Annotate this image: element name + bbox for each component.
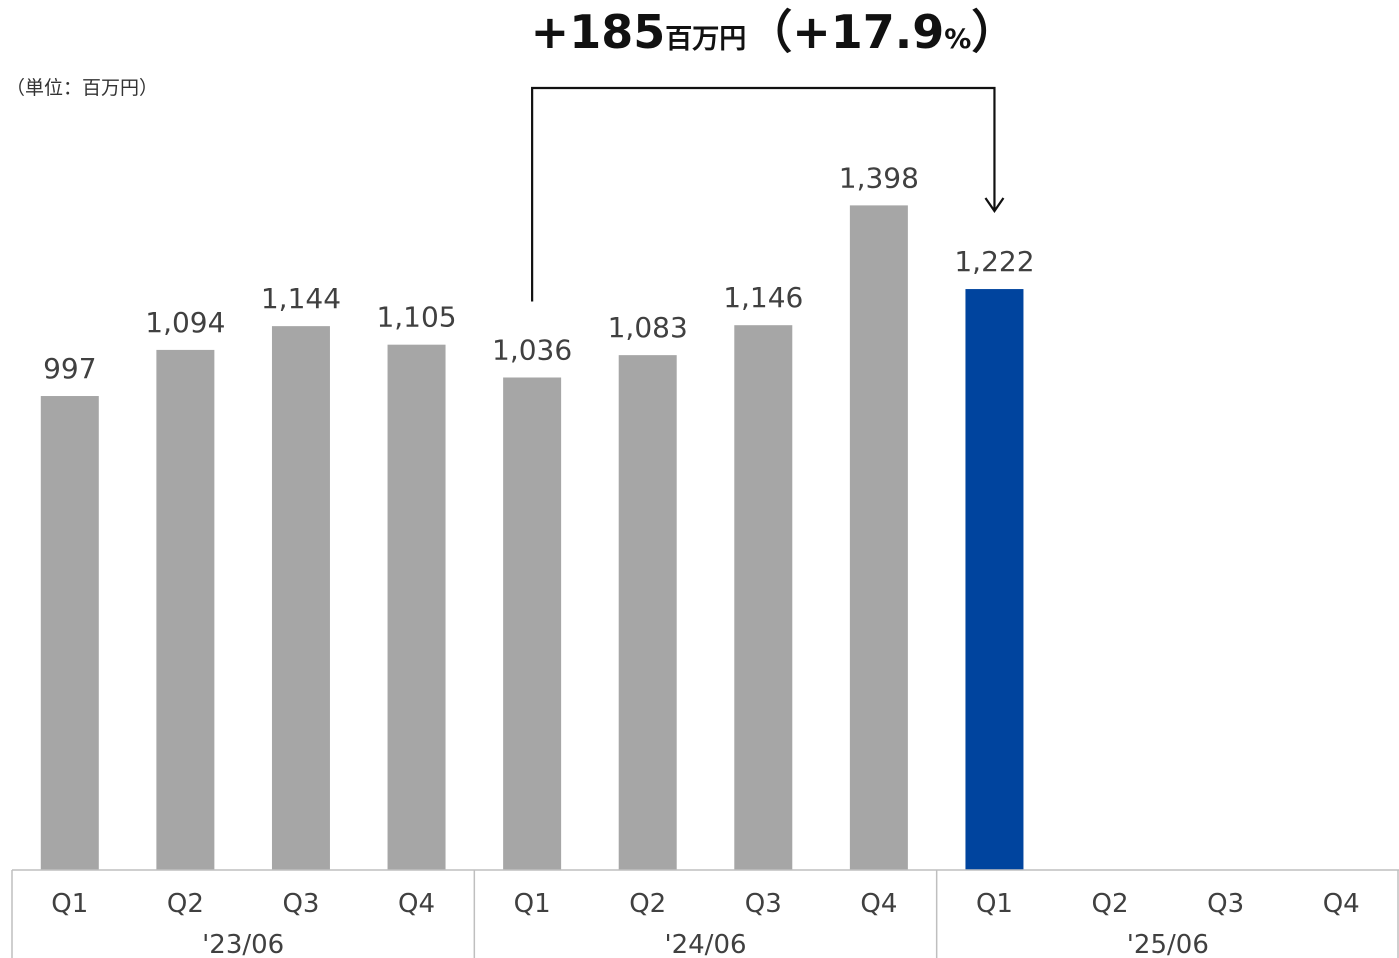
bar-2306-q4	[387, 344, 446, 871]
annotation-amount: +185	[531, 5, 666, 59]
x-group-label: '25/06	[1127, 930, 1209, 958]
x-tick-label: Q1	[976, 889, 1013, 919]
bar-2506-q1	[965, 289, 1024, 871]
value-label: 1,222	[954, 245, 1034, 278]
annotation-unit: 百万円	[665, 24, 746, 55]
x-tick-label: Q4	[398, 889, 435, 919]
bar-2306-q2	[156, 349, 215, 870]
x-tick-label: Q2	[1092, 889, 1129, 919]
bar-2406-q2	[618, 355, 677, 870]
value-label: 1,398	[839, 161, 919, 194]
x-axis: Q1 Q2 Q3 Q4 Q1 Q2 Q3 Q4 Q1 Q2 Q3 Q4 '23/06 '24/06 '25/…	[11, 869, 1399, 958]
bar-2406-q1	[503, 377, 562, 870]
x-tick-label: Q1	[514, 889, 551, 919]
x-tick-label: Q3	[745, 889, 782, 919]
bars-layer	[40, 205, 1024, 871]
value-labels-layer: 997 1,094 1,144 1,105 1,036 1,083 1,146 1,398 1,…	[43, 161, 1034, 385]
bar-2306-q3	[271, 326, 330, 870]
value-label: 1,144	[261, 282, 341, 315]
annotation-pct-close: ）	[971, 5, 1017, 59]
x-tick-label: Q2	[167, 889, 204, 919]
x-tick-label: Q1	[51, 889, 88, 919]
annotation-text: +185百万円（+17.9%）	[531, 5, 1018, 59]
bar-2306-q1	[40, 396, 99, 870]
comparison-bracket	[531, 86, 996, 302]
bar-2406-q4	[849, 205, 908, 870]
annotation-pct: （+17.9	[746, 5, 944, 59]
bar-2406-q3	[734, 325, 793, 870]
x-group-label: '24/06	[664, 930, 746, 958]
value-label: 1,036	[492, 333, 572, 366]
connector-layer	[531, 86, 1005, 302]
comparison-arrowhead	[984, 197, 1005, 213]
x-tick-label: Q2	[629, 889, 666, 919]
x-tick-label: Q3	[282, 889, 319, 919]
unit-label: （単位：百万円）	[6, 77, 158, 99]
x-group-label: '23/06	[202, 930, 284, 958]
x-tick-label: Q3	[1207, 889, 1244, 919]
annotation-pct-sign: %	[944, 24, 971, 55]
value-label: 997	[43, 352, 96, 385]
value-label: 1,083	[608, 311, 688, 344]
value-label: 1,146	[723, 281, 803, 314]
x-tick-label: Q4	[860, 889, 897, 919]
value-label: 1,105	[376, 301, 456, 334]
x-tick-label: Q4	[1323, 889, 1360, 919]
value-label: 1,094	[145, 306, 225, 339]
